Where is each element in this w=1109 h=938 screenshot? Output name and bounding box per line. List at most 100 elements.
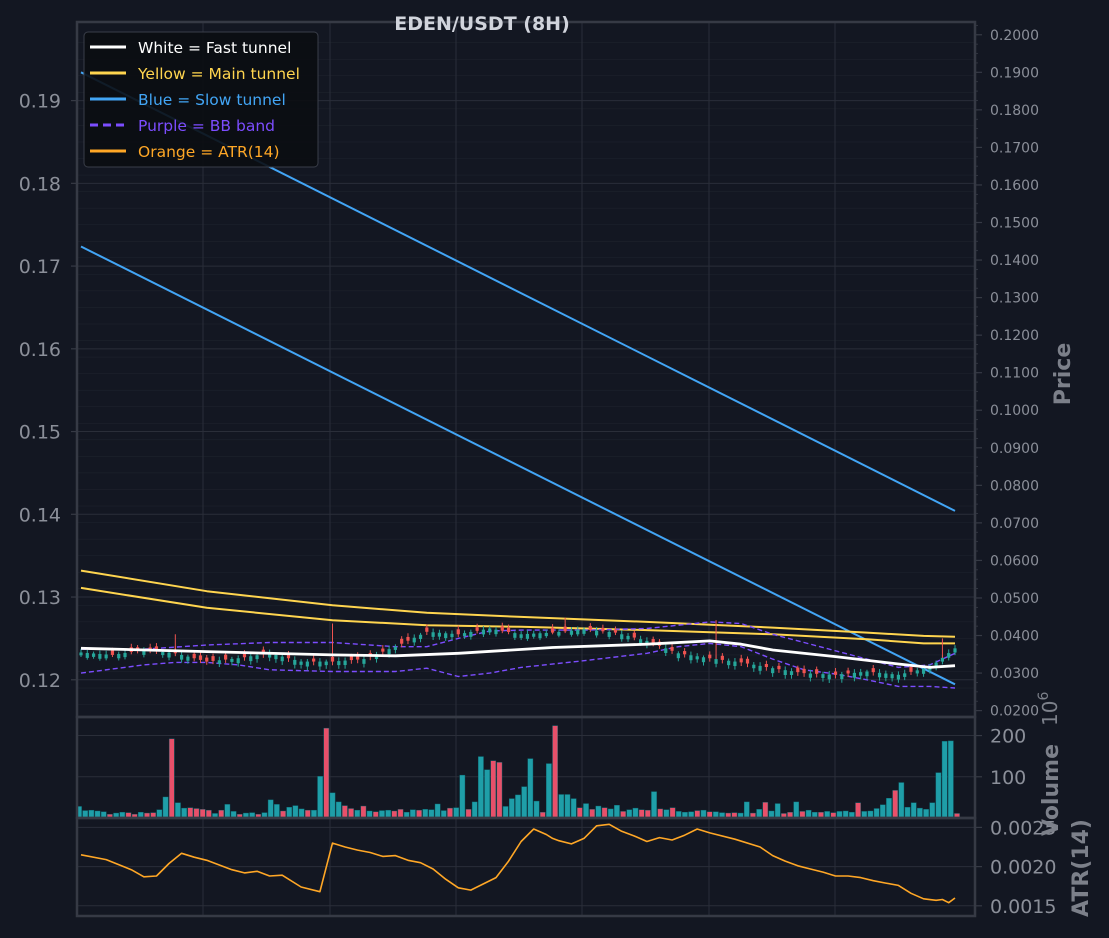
volume-bar (935, 772, 942, 819)
candle-body (607, 631, 611, 637)
candle-body (255, 655, 259, 660)
candle-body (789, 671, 794, 675)
candle-body (796, 667, 800, 673)
candle-body (733, 661, 737, 667)
volume-multiplier-label: 106 (1036, 692, 1062, 726)
candle-body (167, 652, 171, 658)
candle-body (224, 654, 228, 660)
price-right-tick-label: 0.1800 (990, 103, 1039, 119)
candle-body (337, 661, 341, 666)
candle-body (381, 648, 385, 652)
candle-body (739, 658, 743, 663)
candle-body (161, 651, 165, 656)
volume-bar (422, 809, 429, 819)
price-right-tick-label: 0.0300 (990, 666, 1039, 682)
volume-bar (509, 798, 515, 819)
volume-bar (527, 758, 534, 819)
candle-body (588, 626, 592, 630)
price-right-tick-label: 0.0700 (990, 516, 1039, 532)
volume-bar (774, 803, 781, 819)
price-right-tick-label: 0.1300 (990, 291, 1039, 307)
candle-body (865, 671, 869, 677)
candle-body (299, 661, 303, 665)
candle-body (827, 674, 831, 680)
volume-tick-label: 200 (990, 726, 1026, 748)
volume-bar (917, 807, 923, 819)
candle-body (815, 669, 819, 674)
candle-body (670, 647, 674, 651)
volume-bar (360, 805, 367, 819)
candle-body (538, 633, 542, 639)
volume-bar (886, 798, 892, 819)
candle-body (274, 654, 278, 660)
price-right-tick-label: 0.0600 (990, 553, 1039, 569)
candle-body (884, 673, 888, 678)
candle-body (576, 629, 580, 635)
candle-body (877, 672, 882, 678)
candle-body (494, 629, 498, 635)
volume-bar (564, 794, 571, 819)
volume-bar (601, 807, 608, 819)
volume-bar (397, 809, 404, 819)
candle-body (318, 661, 322, 667)
volume-bar (743, 801, 750, 819)
volume-bar (595, 805, 602, 819)
price-right-tick-label: 0.0400 (990, 629, 1039, 645)
candle-body (846, 670, 850, 674)
volume-bar (329, 792, 336, 819)
volume-bar (669, 807, 676, 819)
volume-bar (286, 807, 293, 819)
volume-axis-label: Volume (1039, 744, 1064, 836)
price-left-tick-label: 0.13 (19, 587, 61, 609)
atr-axis-label: ATR(14) (1069, 819, 1094, 917)
volume-bar (546, 763, 552, 819)
volume-bar (298, 808, 305, 819)
candle-body (393, 646, 397, 650)
volume-bar (447, 807, 453, 819)
candle-body (909, 666, 913, 672)
candle-body (639, 639, 643, 644)
candle-body (85, 652, 89, 658)
chart-title: EDEN/USDT (8H) (394, 13, 570, 35)
volume-bar (453, 807, 459, 819)
axis-ticks-group: 0.12 0.13 0.14 0.15 0.16 0.17 0.18 0.19 0.0200 0.… (19, 24, 1056, 918)
price-right-tick-label: 0.1500 (990, 216, 1039, 232)
volume-bar (292, 805, 299, 819)
candle-body (110, 650, 115, 655)
volume-bar (570, 798, 577, 819)
candle-body (632, 632, 636, 638)
candle-body (488, 628, 492, 633)
candle-body (406, 636, 410, 641)
volume-bar (589, 809, 595, 819)
volume-bar (762, 802, 769, 819)
volume-bar (335, 801, 342, 819)
volume-bar (490, 760, 497, 819)
candle-body (387, 649, 391, 655)
volume-bar (459, 774, 466, 819)
volume-bar (533, 800, 540, 819)
candle-body (456, 629, 460, 635)
volume-bar (348, 808, 354, 819)
price-axis-label: Price (1051, 343, 1076, 405)
candle-body (695, 656, 699, 660)
volume-bar (502, 806, 509, 819)
price-right-tick-label: 0.1600 (990, 178, 1039, 194)
candle-body (356, 655, 360, 660)
volume-bar (193, 808, 200, 819)
price-right-tick-label: 0.1700 (990, 140, 1039, 156)
volume-bar (317, 776, 323, 819)
volume-bar (614, 805, 620, 819)
volume-tick-label: 100 (990, 767, 1026, 789)
candle-body (104, 654, 108, 659)
candle-body (557, 631, 561, 636)
price-left-tick-label: 0.19 (19, 91, 61, 113)
candle-body (651, 639, 655, 644)
candle-body (236, 658, 240, 664)
candle-body (915, 670, 919, 674)
candle-body (752, 664, 756, 669)
candle-body (601, 627, 605, 632)
volume-bar (941, 741, 948, 819)
candle-body (821, 674, 825, 678)
candle-body (230, 658, 234, 662)
volume-bar (515, 794, 521, 819)
